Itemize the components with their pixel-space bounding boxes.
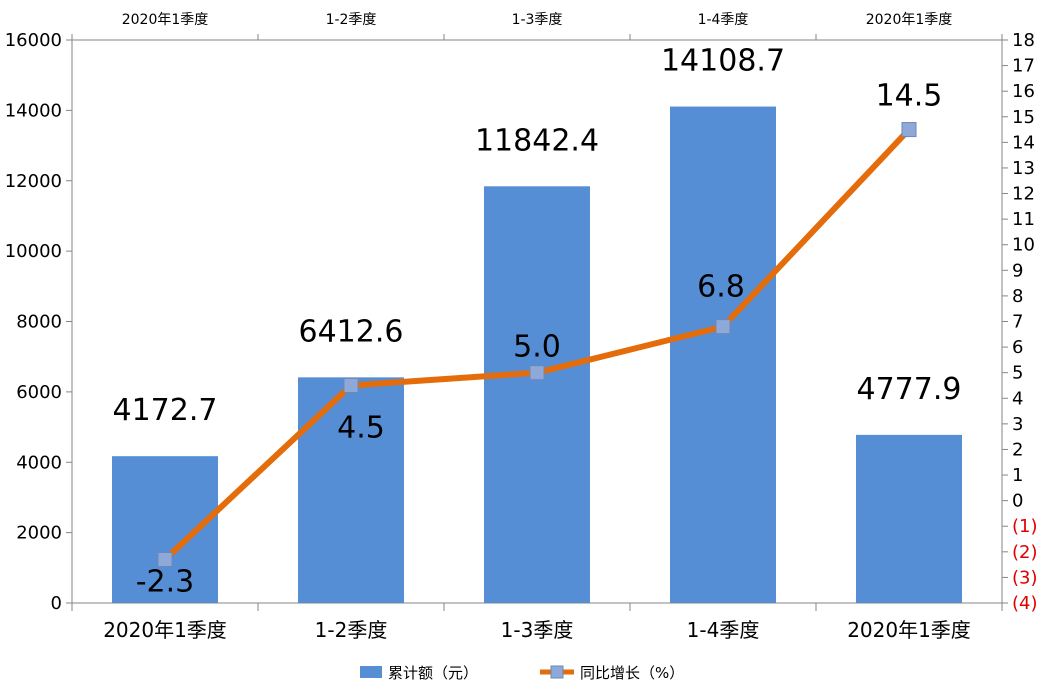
legend: 累计额（元） 同比增长（%） <box>360 664 684 682</box>
x-category-label: 1-2季度 <box>315 618 388 642</box>
y-right-tick-label: 5 <box>1012 363 1023 384</box>
bar-data-label: 14108.7 <box>661 44 785 79</box>
y-right-tick-label: 7 <box>1012 312 1023 333</box>
y-left-tick-label: 2000 <box>16 523 62 544</box>
legend-line-marker <box>550 665 564 679</box>
y-left-tick-label: 12000 <box>5 171 62 192</box>
x-top-category-label: 2020年1季度 <box>866 12 953 28</box>
line-data-label: 4.5 <box>337 410 385 445</box>
y-right-tick-label: (4) <box>1012 593 1038 614</box>
x-top-category-label: 1-4季度 <box>698 12 749 28</box>
bar-data-label: 4172.7 <box>113 393 218 428</box>
y-right-tick-label: 13 <box>1012 158 1035 179</box>
y-right-tick-label: 2 <box>1012 439 1023 460</box>
y-right-tick-label: 8 <box>1012 286 1023 307</box>
y-right-tick-label: (1) <box>1012 516 1038 537</box>
y-left-tick-label: 6000 <box>16 382 62 403</box>
growth-point <box>901 122 917 138</box>
y-right-tick-label: 15 <box>1012 107 1035 128</box>
y-right-tick-label: 4 <box>1012 388 1023 409</box>
y-left-tick-label: 10000 <box>5 241 62 262</box>
growth-point <box>157 551 173 567</box>
x-category-label: 2020年1季度 <box>847 618 971 642</box>
x-top-category-label: 1-3季度 <box>512 12 563 28</box>
data-labels: 4172.7 6412.6 11842.4 14108.7 4777.9 -2.3 4.5 5… <box>113 44 962 600</box>
y-right-tick-label: 6 <box>1012 337 1023 358</box>
line-data-label: 6.8 <box>697 270 745 305</box>
bar-data-label: 4777.9 <box>857 372 962 407</box>
y-right-tick-label: 3 <box>1012 414 1023 435</box>
y-right-tick-label: (3) <box>1012 567 1038 588</box>
axes: 0 2000 4000 6000 8000 10000 12000 14000 16000 (4)… <box>5 12 1038 642</box>
line-data-label: -2.3 <box>136 564 195 599</box>
bars <box>112 106 962 604</box>
y-left-tick-label: 4000 <box>16 452 62 473</box>
x-top-category-label: 1-2季度 <box>326 12 377 28</box>
y-right-tick-label: (2) <box>1012 542 1038 563</box>
y-right-tick-label: 18 <box>1012 30 1035 51</box>
x-category-label: 2020年1季度 <box>103 618 227 642</box>
y-left-tick-label: 16000 <box>5 30 62 51</box>
x-category-label: 1-3季度 <box>501 618 574 642</box>
y-right-tick-label: 11 <box>1012 209 1035 230</box>
bar <box>856 434 962 603</box>
line-data-label: 14.5 <box>876 79 943 114</box>
y-right-tick-label: 1 <box>1012 465 1023 486</box>
y-right-tick-label: 9 <box>1012 260 1023 281</box>
x-top-category-label: 2020年1季度 <box>122 12 209 28</box>
growth-point <box>343 377 359 393</box>
y-right-tick-label: 10 <box>1012 235 1035 256</box>
growth-point <box>529 365 545 381</box>
y-right-tick-label: 14 <box>1012 132 1035 153</box>
y-right-tick-label: 0 <box>1012 491 1023 512</box>
growth-point <box>715 319 731 335</box>
y-right-tick-label: 12 <box>1012 184 1035 205</box>
bar <box>670 106 776 604</box>
legend-bar-label: 累计额（元） <box>388 664 478 682</box>
bar <box>484 186 590 604</box>
y-right-tick-label: 16 <box>1012 81 1035 102</box>
growth-line <box>157 122 917 567</box>
x-category-label: 1-4季度 <box>687 618 760 642</box>
legend-bar-swatch <box>360 666 382 678</box>
y-right-tick-label: 17 <box>1012 56 1035 77</box>
y-left-tick-label: 8000 <box>16 312 62 333</box>
bar-data-label: 11842.4 <box>475 123 599 158</box>
y-left-tick-label: 0 <box>51 593 62 614</box>
bar-data-label: 6412.6 <box>299 314 404 349</box>
y-left-tick-label: 14000 <box>5 100 62 121</box>
legend-line-label: 同比增长（%） <box>580 664 684 682</box>
line-data-label: 5.0 <box>513 330 561 365</box>
